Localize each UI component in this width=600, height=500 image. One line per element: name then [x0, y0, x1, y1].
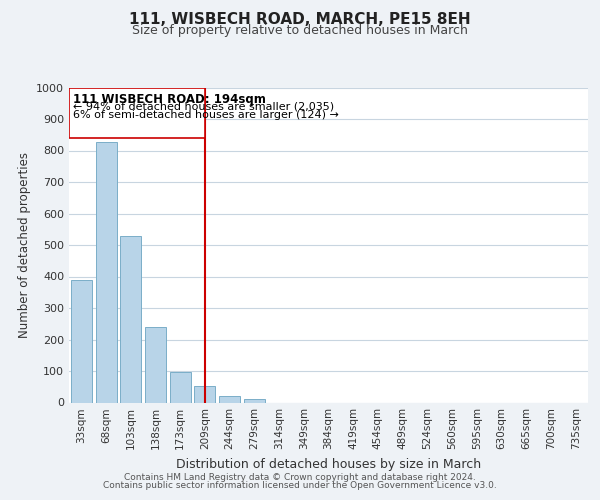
Bar [145, 327, 166, 402]
Bar [71, 280, 92, 402]
Bar [95, 142, 116, 402]
Text: Size of property relative to detached houses in March: Size of property relative to detached ho… [132, 24, 468, 37]
Bar [219, 396, 240, 402]
Y-axis label: Number of detached properties: Number of detached properties [17, 152, 31, 338]
Bar [120, 236, 141, 402]
X-axis label: Distribution of detached houses by size in March: Distribution of detached houses by size … [176, 458, 481, 471]
Bar [170, 372, 191, 402]
Text: 111 WISBECH ROAD: 194sqm: 111 WISBECH ROAD: 194sqm [73, 93, 266, 106]
Bar [194, 386, 215, 402]
Bar [244, 398, 265, 402]
Text: 111, WISBECH ROAD, MARCH, PE15 8EH: 111, WISBECH ROAD, MARCH, PE15 8EH [129, 12, 471, 28]
FancyBboxPatch shape [69, 88, 205, 138]
Text: 6% of semi-detached houses are larger (124) →: 6% of semi-detached houses are larger (1… [73, 110, 338, 120]
Text: Contains HM Land Registry data © Crown copyright and database right 2024.: Contains HM Land Registry data © Crown c… [124, 472, 476, 482]
Text: ← 94% of detached houses are smaller (2,035): ← 94% of detached houses are smaller (2,… [73, 102, 334, 112]
Text: Contains public sector information licensed under the Open Government Licence v3: Contains public sector information licen… [103, 481, 497, 490]
